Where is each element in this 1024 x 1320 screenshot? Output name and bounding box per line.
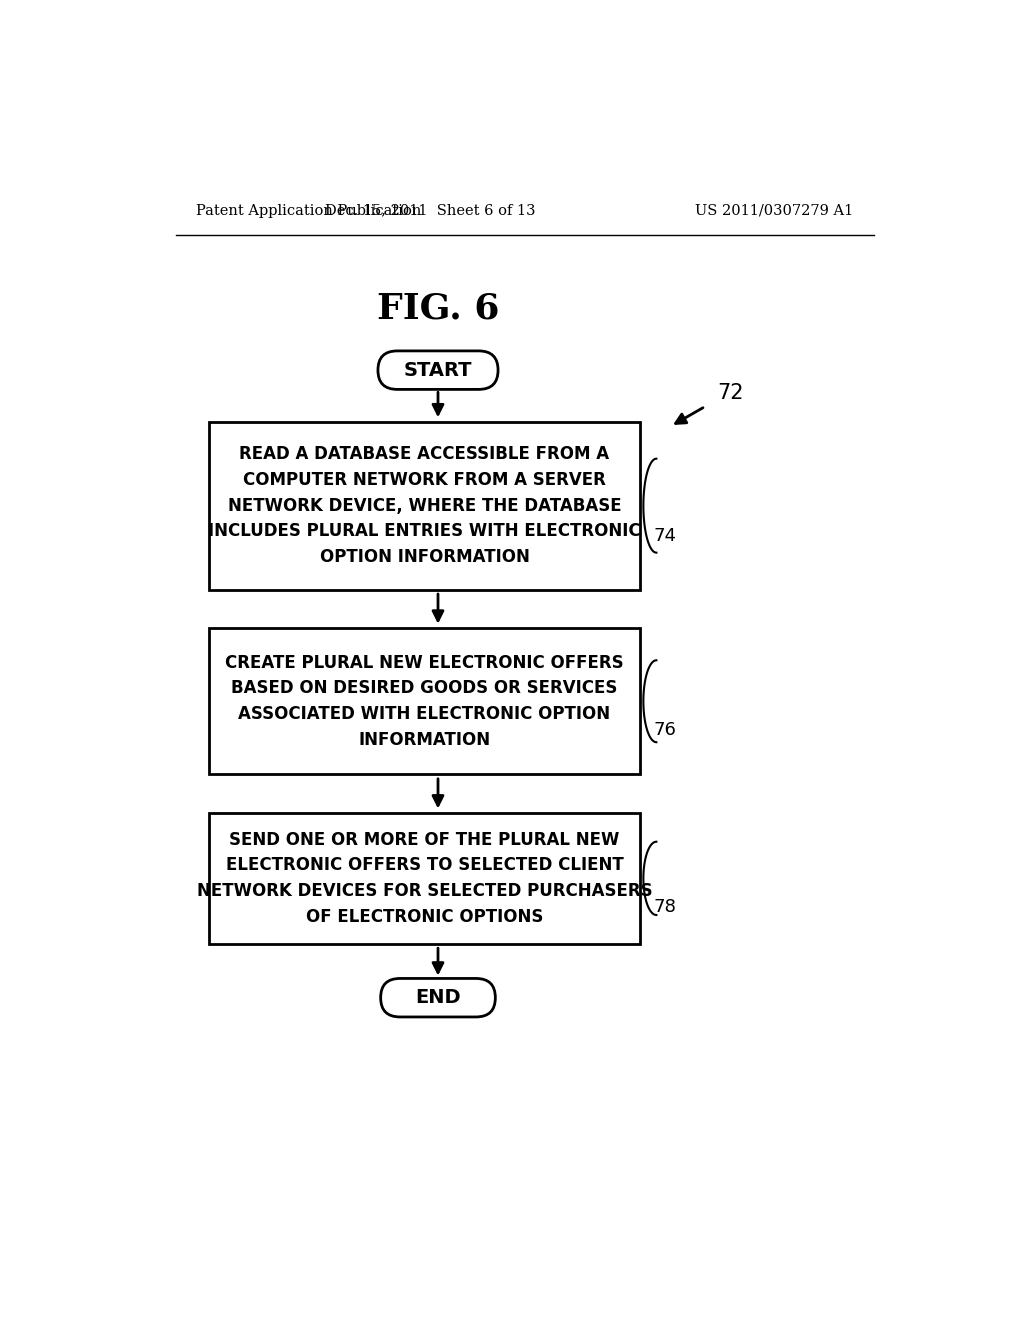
Bar [209, 813, 640, 944]
Text: 72: 72 [717, 383, 743, 403]
Text: END: END [415, 989, 461, 1007]
Text: US 2011/0307279 A1: US 2011/0307279 A1 [695, 203, 853, 218]
Text: 76: 76 [653, 721, 676, 739]
Text: FIG. 6: FIG. 6 [377, 292, 500, 326]
Text: 78: 78 [653, 898, 676, 916]
Text: START: START [403, 360, 472, 380]
Text: Dec. 15, 2011  Sheet 6 of 13: Dec. 15, 2011 Sheet 6 of 13 [325, 203, 536, 218]
Text: SEND ONE OR MORE OF THE PLURAL NEW
ELECTRONIC OFFERS TO SELECTED CLIENT
NETWORK : SEND ONE OR MORE OF THE PLURAL NEW ELECT… [197, 830, 652, 925]
Text: 74: 74 [653, 527, 677, 545]
Text: Patent Application Publication: Patent Application Publication [197, 203, 422, 218]
Bar [209, 422, 640, 590]
FancyBboxPatch shape [381, 978, 496, 1016]
FancyBboxPatch shape [378, 351, 498, 389]
Bar [209, 628, 640, 775]
Text: READ A DATABASE ACCESSIBLE FROM A
COMPUTER NETWORK FROM A SERVER
NETWORK DEVICE,: READ A DATABASE ACCESSIBLE FROM A COMPUT… [208, 445, 641, 566]
Text: CREATE PLURAL NEW ELECTRONIC OFFERS
BASED ON DESIRED GOODS OR SERVICES
ASSOCIATE: CREATE PLURAL NEW ELECTRONIC OFFERS BASE… [225, 653, 624, 748]
